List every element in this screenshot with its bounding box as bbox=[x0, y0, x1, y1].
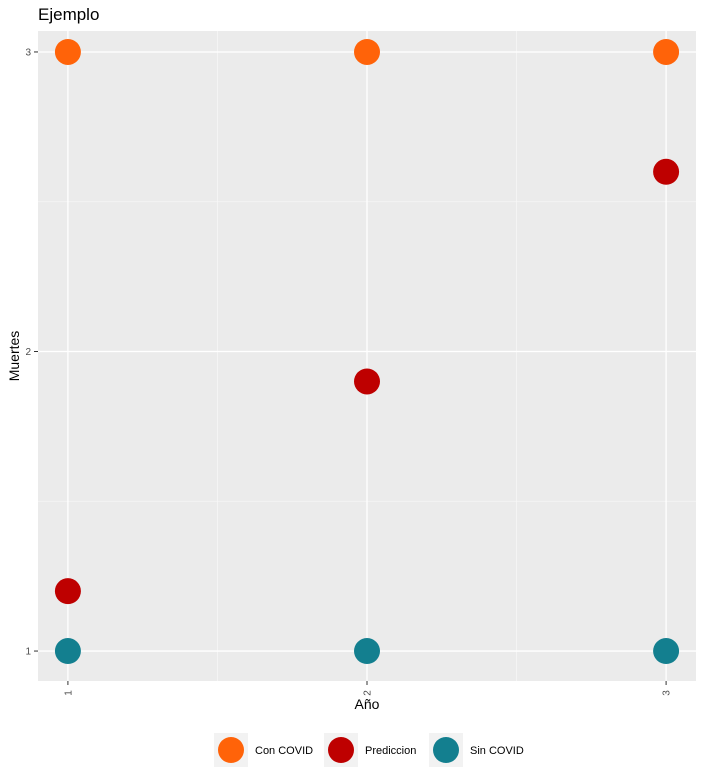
data-point bbox=[354, 638, 380, 665]
y-tick-label: 3 bbox=[25, 47, 31, 58]
data-point bbox=[354, 368, 380, 395]
x-tick-label: 3 bbox=[662, 690, 673, 696]
y-axis-title: Muertes bbox=[6, 331, 22, 382]
legend-marker bbox=[218, 737, 244, 763]
data-point bbox=[354, 38, 380, 65]
y-tick-label: 2 bbox=[25, 347, 31, 358]
chart-title: Ejemplo bbox=[38, 5, 99, 24]
legend-item: Con COVID bbox=[214, 733, 313, 767]
x-tick-label: 1 bbox=[63, 690, 74, 696]
x-axis-title: Año bbox=[355, 696, 380, 712]
legend-label: Con COVID bbox=[255, 745, 313, 757]
data-point bbox=[54, 578, 81, 605]
data-point bbox=[653, 158, 680, 185]
legend-marker bbox=[328, 737, 354, 763]
data-point bbox=[653, 638, 680, 665]
data-point bbox=[54, 38, 81, 65]
legend-item: Prediccion bbox=[324, 733, 416, 767]
data-points bbox=[54, 38, 680, 665]
y-axis: 1 2 3 bbox=[25, 47, 38, 658]
x-tick-label: 2 bbox=[363, 690, 374, 696]
legend-label: Prediccion bbox=[365, 745, 416, 757]
data-point bbox=[653, 38, 680, 65]
y-tick-label: 1 bbox=[25, 647, 31, 658]
legend-marker bbox=[433, 737, 459, 763]
x-axis: 1 2 3 bbox=[63, 681, 673, 696]
legend-label: Sin COVID bbox=[470, 745, 524, 757]
legend-item: Sin COVID bbox=[429, 733, 524, 767]
legend: Con COVID Prediccion Sin COVID bbox=[214, 733, 524, 767]
data-point bbox=[54, 638, 81, 665]
